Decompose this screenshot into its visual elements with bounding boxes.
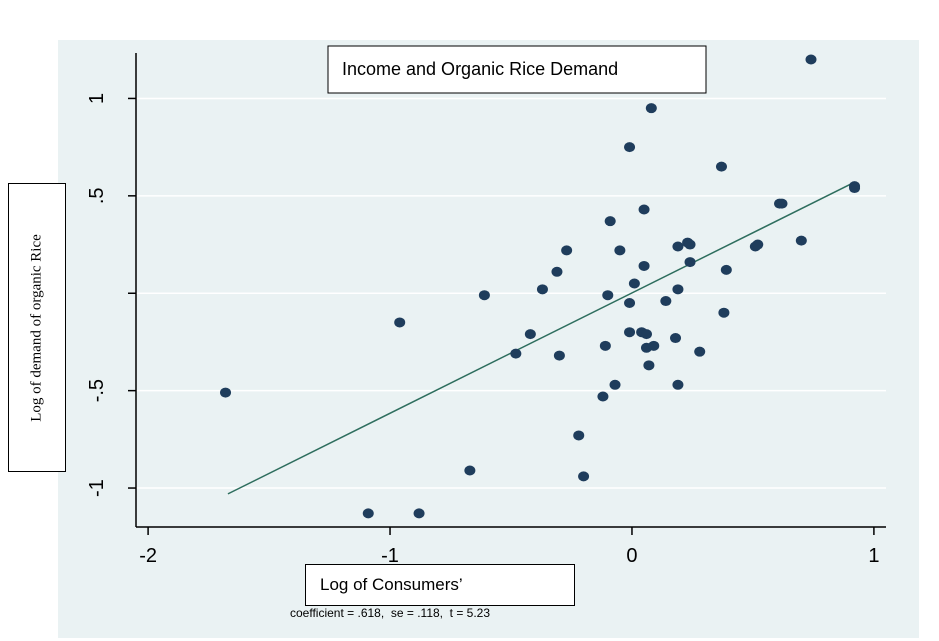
data-point: [805, 54, 817, 65]
x-tick-label: -1: [381, 545, 399, 567]
data-point: [614, 245, 626, 256]
data-point: [638, 260, 650, 271]
data-point: [220, 387, 232, 398]
y-tick-label: .5: [86, 187, 108, 204]
data-point: [684, 239, 696, 250]
chart-background: [58, 40, 919, 638]
data-point: [609, 379, 621, 390]
data-point: [597, 391, 609, 402]
data-point: [599, 340, 611, 351]
data-point: [604, 216, 616, 227]
data-points: [220, 54, 861, 519]
data-point: [478, 290, 490, 301]
y-tick-label: 1: [86, 93, 108, 104]
data-point: [536, 284, 548, 295]
data-point: [672, 379, 684, 390]
data-point: [849, 183, 861, 194]
axes: [135, 53, 886, 528]
data-point: [720, 264, 732, 275]
data-point: [573, 430, 585, 441]
data-point: [752, 239, 764, 250]
data-point: [670, 333, 682, 344]
data-point: [684, 257, 696, 268]
data-point: [578, 471, 590, 482]
data-point: [624, 142, 636, 153]
data-point: [510, 348, 522, 359]
data-point: [776, 198, 788, 209]
y-axis-ticks: 1 .5 -.5 -1: [86, 93, 136, 497]
y-axis-label: Log of demand of organic Rice: [28, 233, 45, 422]
data-point: [553, 350, 565, 361]
data-point: [394, 317, 406, 328]
data-point: [464, 465, 476, 476]
data-point: [602, 290, 614, 301]
fit-line: [227, 181, 855, 495]
data-point: [628, 278, 640, 289]
data-point: [561, 245, 573, 256]
y-tick-label: -.5: [86, 379, 108, 402]
data-point: [638, 204, 650, 215]
data-point: [694, 346, 706, 357]
x-tick-label: 1: [868, 545, 879, 567]
gridlines: [136, 97, 886, 489]
x-tick-label: -2: [139, 545, 157, 567]
data-point: [795, 235, 807, 246]
data-point: [524, 329, 536, 340]
chart-title: Income and Organic Rice Demand: [342, 59, 618, 79]
data-point: [645, 103, 657, 114]
x-axis-ticks: -2 -1 0 1: [139, 527, 879, 567]
data-point: [672, 241, 684, 252]
data-point: [672, 284, 684, 295]
x-tick-label: 0: [626, 545, 637, 567]
data-point: [660, 296, 672, 307]
x-axis-label: Log of Consumers’: [320, 575, 463, 594]
data-point: [718, 307, 730, 318]
y-tick-label: -1: [86, 479, 108, 497]
data-point: [643, 360, 655, 371]
data-point: [715, 161, 727, 172]
data-point: [648, 340, 660, 351]
data-point: [551, 266, 563, 277]
y-axis-label-box: Log of demand of organic Rice: [8, 183, 66, 472]
data-point: [624, 327, 636, 338]
data-point: [640, 329, 652, 340]
data-point: [413, 508, 425, 519]
data-point: [362, 508, 374, 519]
data-point: [624, 297, 636, 308]
regression-note: coefficient = .618, se = .118, t = 5.23: [290, 606, 491, 620]
x-axis-label-box: Log of Consumers’: [305, 564, 575, 606]
title-box: [327, 45, 707, 94]
